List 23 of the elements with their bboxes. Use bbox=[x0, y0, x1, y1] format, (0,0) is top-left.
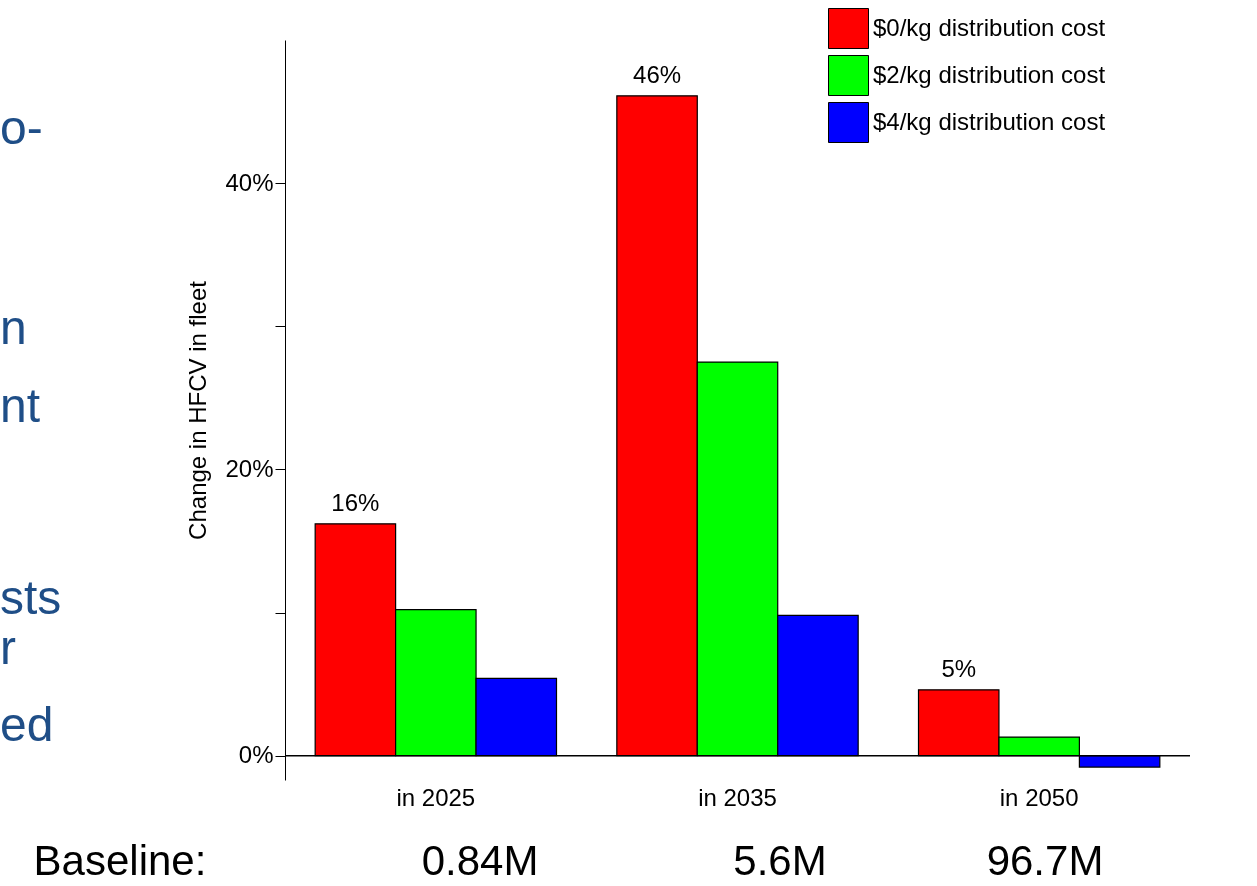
data-label: 16% bbox=[331, 488, 380, 516]
text: 5.6M bbox=[733, 837, 827, 884]
y-tick-label: 40% bbox=[225, 168, 274, 196]
x-tick-label: in 2050 bbox=[999, 783, 1079, 811]
text: o- bbox=[0, 101, 43, 154]
text: r bbox=[0, 621, 16, 674]
text: Baseline: bbox=[33, 837, 207, 884]
y-tick-label: 20% bbox=[225, 454, 274, 482]
legend-label: $2/kg distribution cost bbox=[873, 60, 1106, 88]
text: sts bbox=[0, 571, 62, 624]
x-tick-label: in 2025 bbox=[396, 783, 476, 811]
legend-label: $4/kg distribution cost bbox=[873, 107, 1106, 135]
text: nt bbox=[0, 379, 41, 432]
data-label: 46% bbox=[633, 60, 682, 88]
text: ed bbox=[0, 698, 54, 751]
y-tick-label: 0% bbox=[238, 741, 274, 769]
legend-label: $0/kg distribution cost bbox=[873, 13, 1106, 41]
x-tick-label: in 2035 bbox=[698, 783, 777, 811]
data-label: 5% bbox=[941, 654, 977, 682]
text: 0.84M bbox=[421, 837, 539, 884]
text: n bbox=[0, 301, 27, 354]
y-axis-title: Change in HFCV in fleet bbox=[184, 280, 212, 540]
text: 96.7M bbox=[986, 837, 1104, 884]
